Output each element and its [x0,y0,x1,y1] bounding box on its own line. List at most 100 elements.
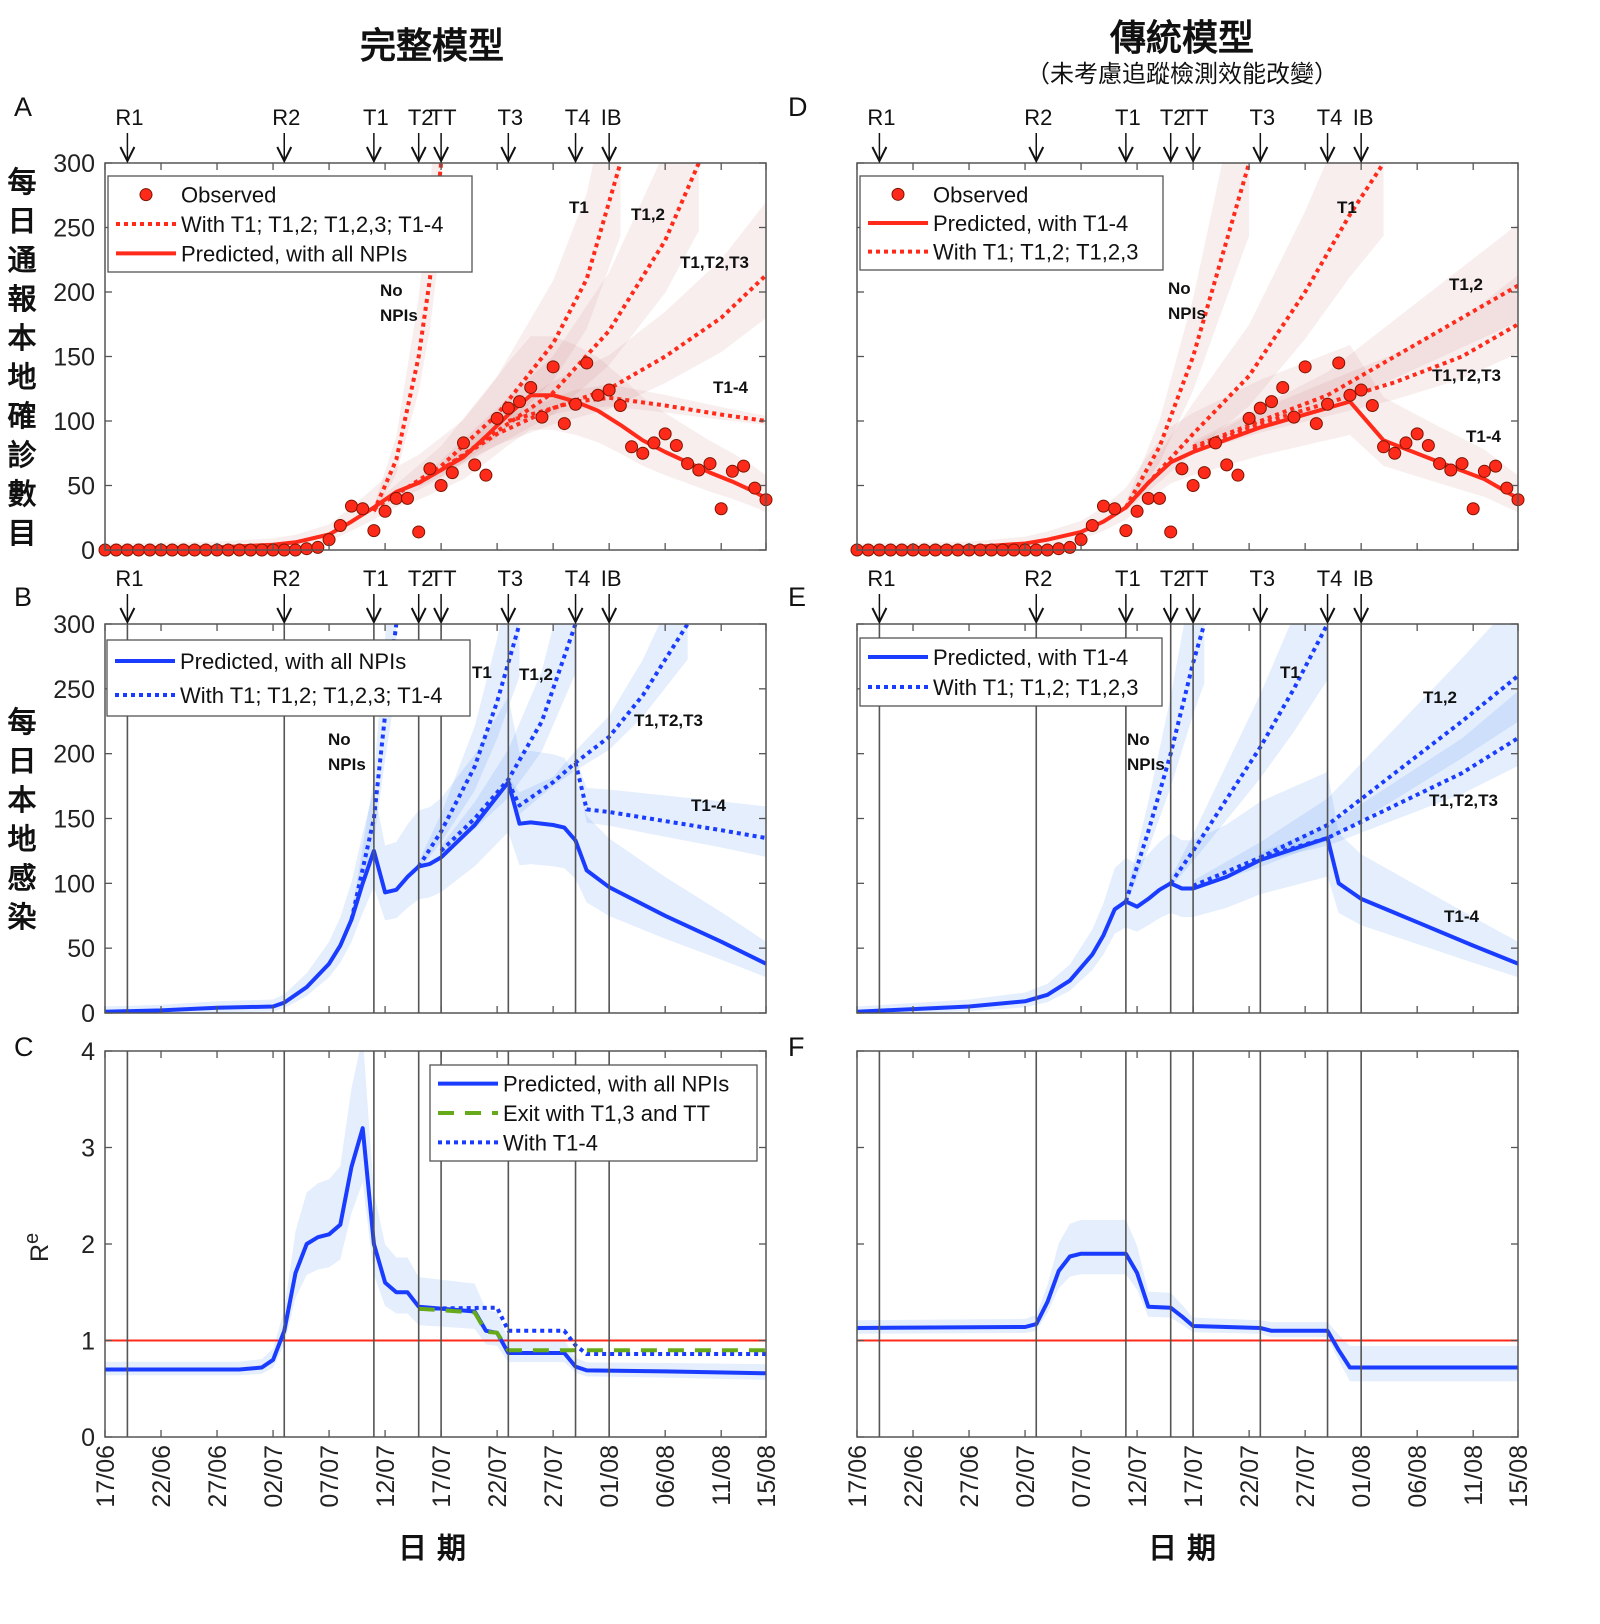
observed-point [423,462,437,476]
observed-point [1365,399,1379,413]
legend-entry: Predicted, with all NPIs [180,649,406,674]
y-tick-label: 3 [81,1135,95,1163]
y-tick-label: 250 [53,215,95,243]
series-label: T1-4 [713,378,749,397]
y-tick-label: 4 [81,1038,95,1066]
panel-letter: E [788,582,806,612]
legend-entry: Predicted, with all NPIs [181,241,407,266]
legend: Observed With T1; T1,2; T1,2,3; T1-4 Predi… [107,175,473,273]
observed-point [1186,479,1200,492]
panel-letter: D [788,92,808,122]
intervention-label-t1: T1 [363,105,389,130]
series-label: T1-4 [1466,427,1502,446]
observed-point [1276,380,1290,394]
legend-entry: Predicted, with T1-4 [933,211,1128,236]
observed-point [1444,463,1458,477]
intervention-label-r1: R1 [867,566,895,591]
observed-point [1085,518,1099,532]
arrow-head-icon [500,146,517,164]
observed-point [1052,542,1066,556]
observed-point [557,417,571,431]
x-tick-label: 17/06 [844,1445,872,1508]
observed-point [1108,502,1122,516]
panel-letter: C [14,1032,34,1062]
observed-point [1220,458,1234,472]
observed-point [636,446,650,460]
plot-area [105,1051,766,1380]
x-tick-label: 15/08 [1505,1445,1533,1508]
confidence-band [105,696,766,1013]
intervention-label-tt: TT [1182,105,1209,130]
observed-point [591,388,605,402]
intervention-label-t2: T2 [1160,105,1186,130]
confidence-band [105,1051,766,1380]
legend-entry: With T1; T1,2; T1,2,3; T1-4 [180,683,443,708]
confidence-band [1260,691,1518,862]
legend-box [106,639,471,717]
arrow-head-icon [365,607,382,625]
observed-point [501,401,515,415]
observed-point [400,491,414,505]
series-line-t1 [1124,163,1386,509]
observed-point [1309,417,1323,431]
x-tick-label: 11/08 [708,1445,736,1506]
x-axis-label-right: 日 期 [1148,1531,1216,1565]
x-tick-label: 22/07 [1236,1445,1264,1508]
right-column-title: 傳統模型 [1109,18,1254,59]
observed-point [513,395,527,409]
intervention-label-t4: T4 [1317,566,1343,591]
observed-point [1209,436,1223,450]
observed-point [1399,436,1413,450]
x-tick-label: 27/07 [1292,1445,1320,1508]
intervention-label-r2: R2 [1024,566,1052,591]
series-line-t12 [1192,283,1518,449]
series-label: T1,2 [519,665,553,684]
arrow-head-icon [1185,146,1201,164]
series-line-dotted [418,1305,766,1356]
arrow-head-icon [1117,607,1134,625]
x-tick-label: 02/07 [1012,1445,1040,1508]
intervention-label-t1: T1 [363,566,389,591]
confidence-band [418,163,699,487]
observed-point [1197,466,1211,480]
y-axis-label-main: R [26,1244,54,1262]
observed-point [412,525,426,539]
x-tick-label: 27/07 [540,1445,568,1508]
intervention-label-t2: T2 [1160,566,1186,591]
observed-point [356,502,370,516]
arrow-head-icon [1252,146,1269,164]
x-tick-label: 15/08 [753,1445,781,1508]
y-axis-label-char: 日 [7,744,36,778]
arrow-head-icon [119,146,136,164]
y-axis-label-char: 本 [7,783,36,817]
series-label: NPIs [1127,755,1165,774]
arrow-head-icon [567,146,584,164]
panel-f: F 17/06 22/06 27/06 02/07 07/07 12/07 17/07 22/0… [788,1032,1533,1508]
arrow-head-icon [410,146,427,164]
observed-point [1321,397,1335,411]
observed-point [490,411,504,425]
confidence-band [508,624,688,815]
y-axis-label-char: 日 [7,204,36,238]
legend-entry: Observed [933,182,1028,207]
y-tick-label: 0 [81,1424,95,1452]
arrow-head-icon [365,146,382,164]
series-label: T1,2 [1423,688,1457,707]
intervention-label-tt: TT [430,566,457,591]
series-label: T1 [1337,198,1357,217]
arrow-head-icon [1028,607,1045,625]
left-column-title: 完整模型 [360,26,504,67]
y-tick-label: 300 [53,611,95,639]
x-tick-label: 17/07 [1180,1445,1208,1508]
intervention-label-ib: IB [601,105,622,130]
observed-point [1298,360,1312,374]
confidence-band [857,1219,1518,1382]
y-tick-label: 1 [81,1328,95,1356]
series-line-solid [105,1126,766,1376]
observed-point [681,457,695,471]
intervention-label-t3: T3 [1249,566,1275,591]
legend-marker-icon [139,188,153,202]
legend-entry: Predicted, with T1-4 [933,645,1128,670]
observed-point [1455,457,1469,471]
